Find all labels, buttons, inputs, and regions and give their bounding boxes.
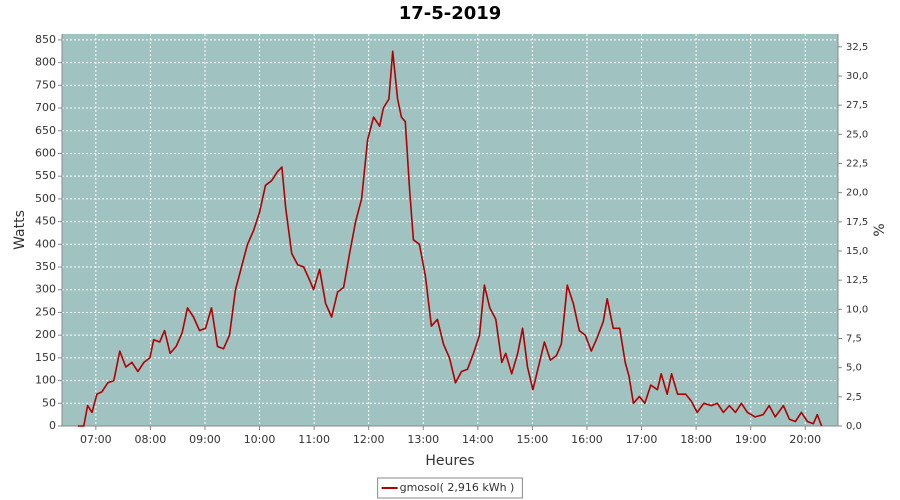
y-tick-label: 850 (35, 33, 56, 46)
y-tick-label: 350 (35, 260, 56, 273)
y-tick-label: 700 (35, 101, 56, 114)
x-tick-label: 15:00 (517, 433, 549, 446)
x-axis-label: Heures (425, 453, 474, 469)
y2-tick-label: 22,5 (846, 159, 868, 170)
y2-tick-label: 0,0 (846, 421, 862, 432)
y-tick-label: 550 (35, 169, 56, 182)
x-tick-label: 12:00 (353, 433, 385, 446)
y2-tick-label: 15,0 (846, 246, 868, 257)
y-tick-label: 400 (35, 237, 56, 250)
legend-label: gmosol( 2,916 kWh ) (400, 481, 515, 494)
y2-tick-label: 12,5 (846, 275, 868, 286)
y-tick-label: 500 (35, 192, 56, 205)
x-tick-label: 16:00 (571, 433, 603, 446)
y2-tick-label: 7,5 (846, 334, 862, 345)
y-tick-label: 650 (35, 124, 56, 137)
y-tick-label: 300 (35, 283, 56, 296)
x-tick-label: 08:00 (135, 433, 167, 446)
legend: gmosol( 2,916 kWh ) (377, 477, 523, 499)
x-tick-label: 11:00 (298, 433, 330, 446)
y2-tick-label: 32,5 (846, 42, 868, 53)
y2-tick-label: 27,5 (846, 100, 868, 111)
y-tick-label: 0 (49, 419, 56, 432)
y2-tick-label: 17,5 (846, 217, 868, 228)
x-tick-label: 07:00 (80, 433, 112, 446)
y-tick-label: 250 (35, 305, 56, 318)
y-tick-label: 450 (35, 215, 56, 228)
y-tick-label: 50 (42, 396, 56, 409)
y-tick-label: 200 (35, 328, 56, 341)
x-tick-label: 17:00 (626, 433, 658, 446)
y2-tick-label: 10,0 (846, 304, 868, 315)
x-tick-label: 19:00 (735, 433, 767, 446)
y-tick-label: 800 (35, 56, 56, 69)
y-axis-label: Watts (12, 210, 28, 250)
y2-tick-label: 2,5 (846, 392, 862, 403)
y-tick-label: 750 (35, 78, 56, 91)
y2-tick-label: 5,0 (846, 363, 862, 374)
x-tick-label: 10:00 (244, 433, 276, 446)
y2-axis-label: % (872, 223, 888, 236)
x-tick-label: 18:00 (680, 433, 712, 446)
y-tick-label: 150 (35, 351, 56, 364)
x-tick-label: 14:00 (462, 433, 494, 446)
legend-box (377, 477, 523, 499)
x-tick-label: 20:00 (789, 433, 821, 446)
y2-tick-label: 20,0 (846, 188, 868, 199)
x-tick-label: 09:00 (189, 433, 221, 446)
data-line (77, 50, 823, 427)
y-tick-label: 100 (35, 374, 56, 387)
plot-area (62, 34, 838, 426)
x-tick-label: 13:00 (407, 433, 439, 446)
y2-tick-label: 25,0 (846, 129, 868, 140)
y2-tick-label: 30,0 (846, 71, 868, 82)
y-tick-label: 600 (35, 146, 56, 159)
chart-title: 17-5-2019 (399, 3, 502, 24)
